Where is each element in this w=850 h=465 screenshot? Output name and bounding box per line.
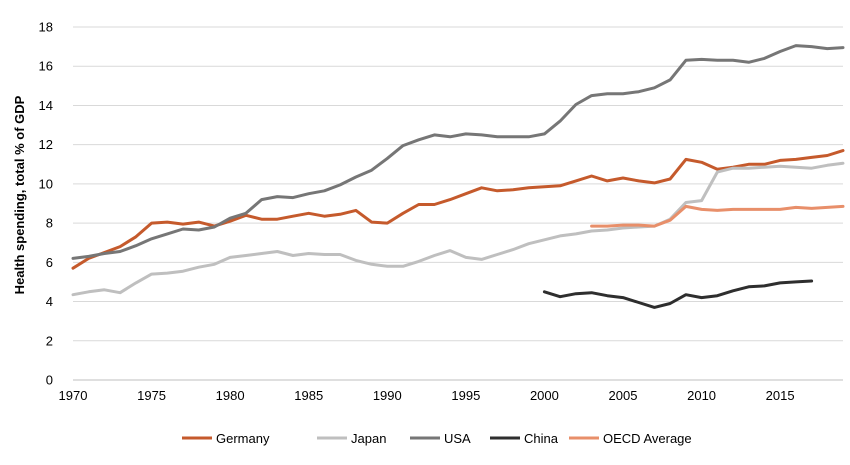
x-tick-label: 1985 <box>294 388 323 403</box>
y-tick-label: 0 <box>46 373 53 388</box>
legend-item-germany: Germany <box>182 431 270 446</box>
x-tick-label: 2010 <box>687 388 716 403</box>
y-tick-label: 8 <box>46 216 53 231</box>
x-tick-label: 1995 <box>451 388 480 403</box>
y-tick-label: 12 <box>39 137 53 152</box>
y-tick-label: 18 <box>39 20 53 35</box>
legend-label: USA <box>444 431 471 446</box>
series-line-china <box>542 279 814 309</box>
axes: 0 2 4 6 8 10 12 14 16 18 1970 1975 1980 1985 1990 1995 2… <box>39 20 843 403</box>
x-tick-label: 1975 <box>137 388 166 403</box>
x-tick-label: 2000 <box>530 388 559 403</box>
x-tick-label: 1980 <box>216 388 245 403</box>
y-tick-label: 6 <box>46 255 53 270</box>
legend-label: Japan <box>351 431 386 446</box>
x-tick-label: 1970 <box>59 388 88 403</box>
legend-label: Germany <box>216 431 270 446</box>
legend-label: OECD Average <box>603 431 692 446</box>
y-tick-label: 16 <box>39 59 53 74</box>
x-tick-label: 2015 <box>766 388 795 403</box>
x-tick-label: 2005 <box>609 388 638 403</box>
series-line-oecd-average <box>590 204 845 228</box>
series-line-japan <box>71 161 845 297</box>
legend-item-usa: USA <box>410 431 471 446</box>
y-tick-label: 10 <box>39 176 53 191</box>
legend: Germany Japan USA China OECD Average <box>182 431 692 446</box>
y-tick-label: 2 <box>46 333 53 348</box>
legend-item-china: China <box>490 431 559 446</box>
series-lines <box>71 44 845 309</box>
x-tick-label: 1990 <box>373 388 402 403</box>
legend-item-japan: Japan <box>317 431 386 446</box>
legend-item-oecd-average: OECD Average <box>569 431 692 446</box>
legend-label: China <box>524 431 559 446</box>
y-axis-title: Health spending, total % of GDP <box>12 95 27 294</box>
y-tick-label: 4 <box>46 294 53 309</box>
series-line-germany <box>71 149 845 270</box>
y-tick-label: 14 <box>39 98 53 113</box>
series-line-usa <box>71 44 845 260</box>
